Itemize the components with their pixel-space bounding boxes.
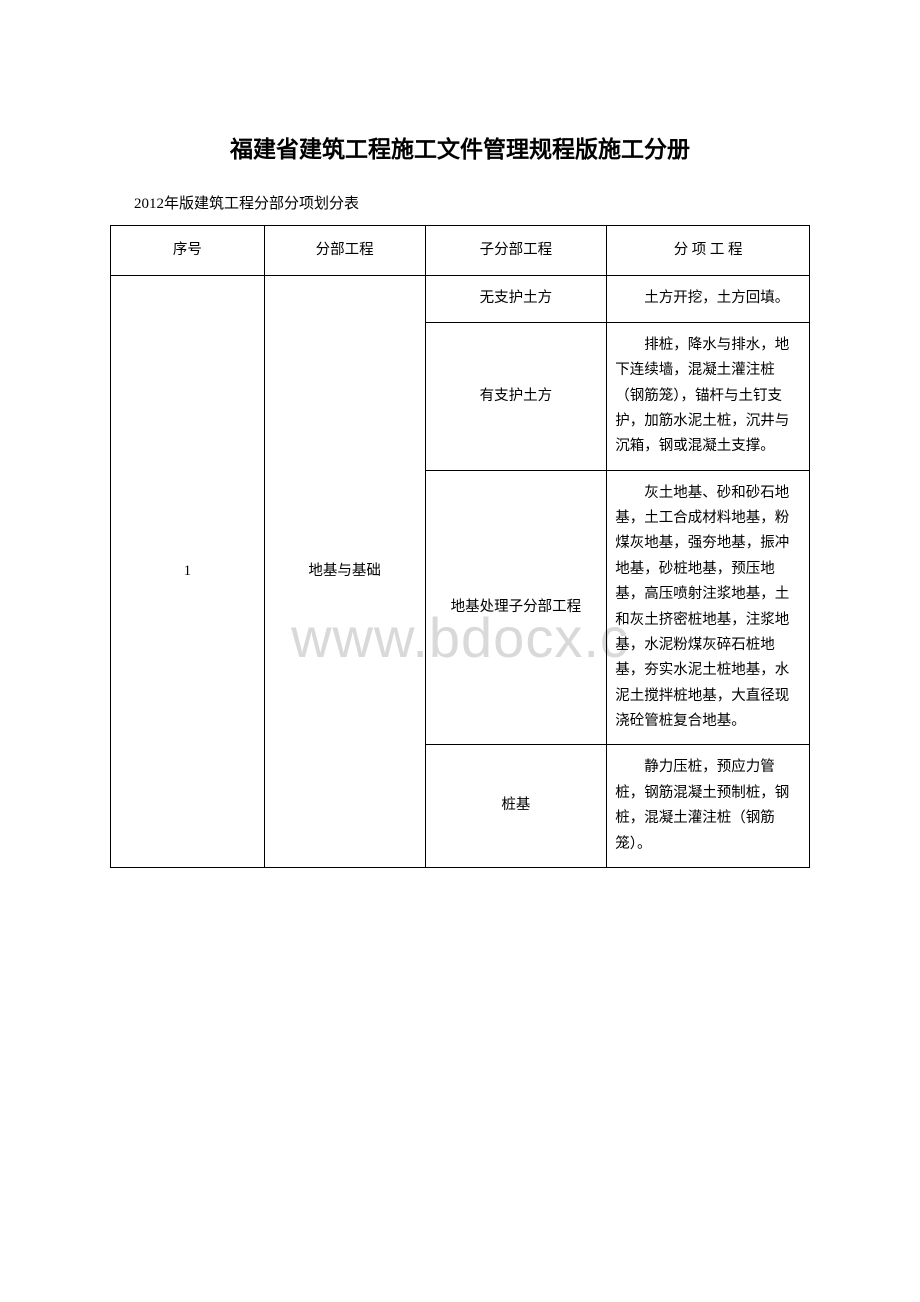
header-sub-division: 子分部工程 bbox=[425, 226, 607, 276]
header-division: 分部工程 bbox=[264, 226, 425, 276]
cell-items: 静力压桩，预应力管桩，钢筋混凝土预制桩，钢桩，混凝土灌注桩（钢筋笼）。 bbox=[607, 745, 810, 868]
cell-items: 灰土地基、砂和砂石地基，土工合成材料地基，粉煤灰地基，强夯地基，振冲地基，砂桩地… bbox=[607, 470, 810, 745]
cell-sub-division: 地基处理子分部工程 bbox=[425, 470, 607, 745]
header-seq: 序号 bbox=[111, 226, 265, 276]
document-subtitle: 2012年版建筑工程分部分项划分表 bbox=[110, 192, 810, 213]
cell-division: 地基与基础 bbox=[264, 276, 425, 868]
cell-sub-division: 无支护土方 bbox=[425, 276, 607, 322]
cell-sub-division: 有支护土方 bbox=[425, 322, 607, 470]
header-items: 分 项 工 程 bbox=[607, 226, 810, 276]
division-table: 序号 分部工程 子分部工程 分 项 工 程 1 地基与基础 无支护土方 土方开挖… bbox=[110, 225, 810, 868]
cell-sub-division: 桩基 bbox=[425, 745, 607, 868]
cell-items: 土方开挖，土方回填。 bbox=[607, 276, 810, 322]
cell-items: 排桩，降水与排水，地下连续墙，混凝土灌注桩（钢筋笼），锚杆与土钉支护，加筋水泥土… bbox=[607, 322, 810, 470]
table-header-row: 序号 分部工程 子分部工程 分 项 工 程 bbox=[111, 226, 810, 276]
table-container: 序号 分部工程 子分部工程 分 项 工 程 1 地基与基础 无支护土方 土方开挖… bbox=[110, 225, 810, 868]
document-title: 福建省建筑工程施工文件管理规程版施工分册 bbox=[110, 130, 810, 164]
cell-seq: 1 bbox=[111, 276, 265, 868]
table-row: 1 地基与基础 无支护土方 土方开挖，土方回填。 bbox=[111, 276, 810, 322]
